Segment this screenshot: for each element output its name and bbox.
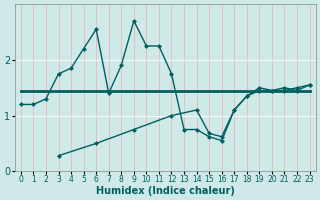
X-axis label: Humidex (Indice chaleur): Humidex (Indice chaleur) — [96, 186, 235, 196]
